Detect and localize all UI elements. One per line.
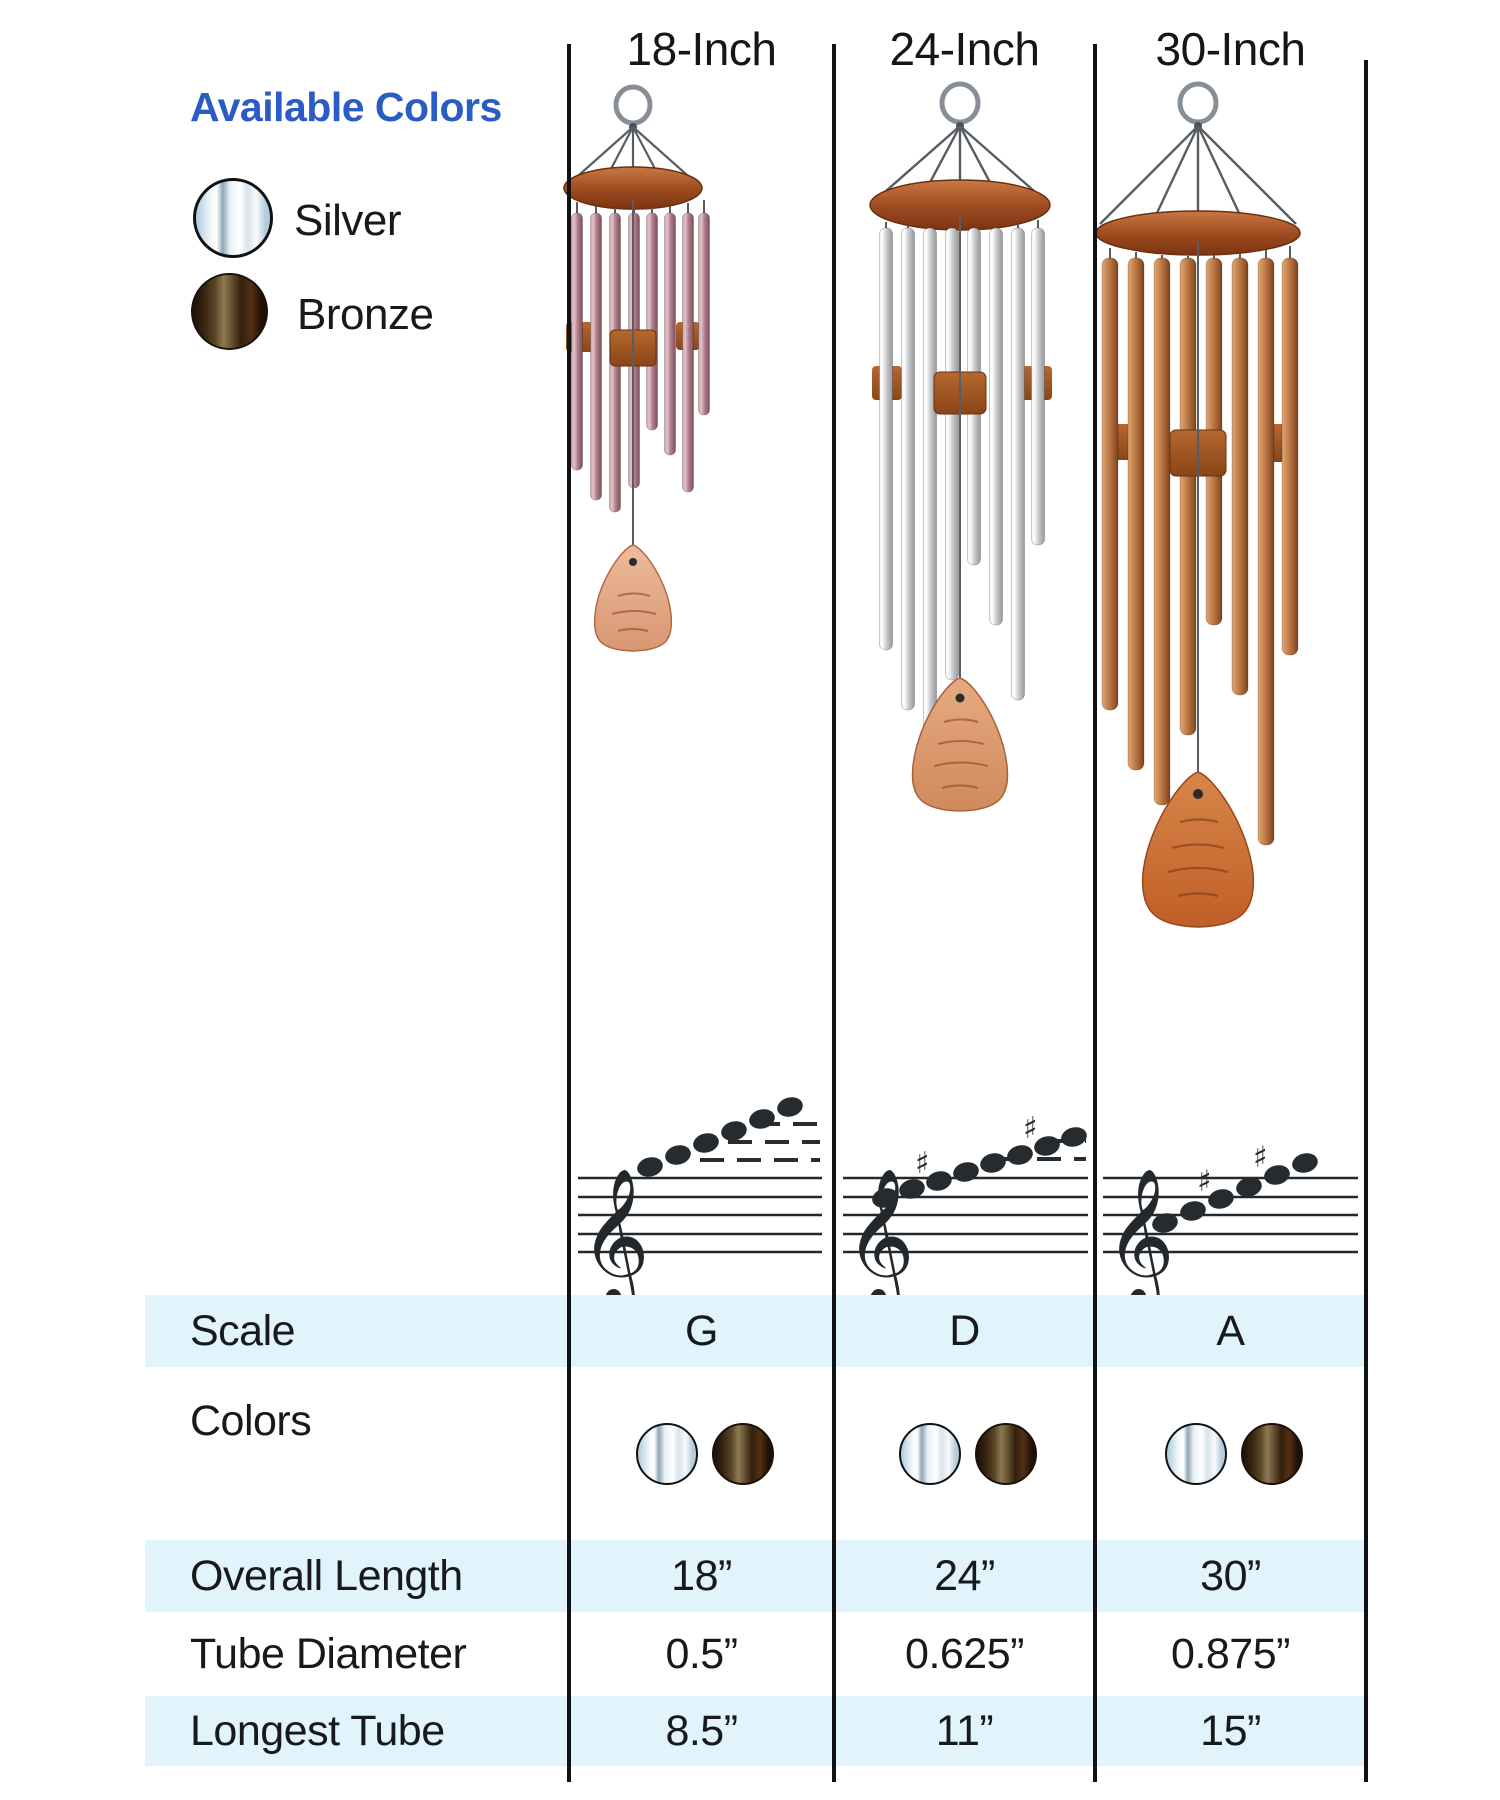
overall-length-30: 30” — [1200, 1552, 1261, 1600]
row-label-overall-length: Overall Length — [190, 1552, 463, 1600]
silver-swatch-icon — [899, 1423, 961, 1485]
silver-swatch-icon — [193, 178, 273, 258]
column-divider — [832, 44, 836, 1782]
wind-sail-30 — [1141, 771, 1255, 928]
longest-tube-18: 8.5” — [665, 1707, 738, 1755]
notes-g-scale — [637, 1097, 803, 1177]
legend-title: Available Colors — [190, 84, 502, 130]
column-divider — [1364, 60, 1368, 1782]
color-options-30 — [1165, 1423, 1303, 1485]
tube-diameter-18: 0.5” — [665, 1630, 738, 1678]
color-options-18 — [636, 1423, 774, 1485]
silver-swatch-icon — [1165, 1423, 1227, 1485]
silver-label: Silver — [294, 196, 402, 245]
row-scale: Scale G D A — [145, 1295, 1364, 1368]
overall-length-18: 18” — [671, 1552, 732, 1600]
silver-swatch-icon — [636, 1423, 698, 1485]
sharp-signs: ♯ ♯ — [1197, 1140, 1268, 1199]
row-longest-tube: Longest Tube 8.5” 11” 15” — [145, 1696, 1364, 1766]
color-options-24 — [899, 1423, 1037, 1485]
row-label-tube-diameter: Tube Diameter — [190, 1630, 467, 1678]
column-header-30: 30-Inch — [1155, 23, 1306, 75]
bronze-swatch-icon — [191, 273, 268, 350]
tube-diameter-30: 0.875” — [1171, 1630, 1290, 1678]
treble-clef-icon: 𝄞 — [845, 1166, 914, 1310]
row-label-colors: Colors — [190, 1397, 312, 1445]
wind-sail-18 — [593, 544, 673, 652]
overall-length-24: 24” — [934, 1552, 995, 1600]
treble-clef-icon: 𝄞 — [580, 1166, 649, 1310]
bronze-swatch-icon — [975, 1423, 1037, 1485]
music-staff-24: 𝄞 ♯ ♯ — [843, 1111, 1088, 1310]
column-header-24: 24-Inch — [889, 23, 1040, 75]
wind-sail-24 — [911, 677, 1009, 812]
column-header-18: 18-Inch — [626, 23, 777, 75]
row-tube-diameter: Tube Diameter 0.5” 0.625” 0.875” — [145, 1612, 1364, 1696]
column-divider — [1093, 44, 1097, 1782]
column-divider — [567, 44, 571, 1782]
music-staff-18: 𝄞 — [578, 1097, 822, 1310]
longest-tube-24: 11” — [935, 1707, 994, 1755]
row-overall-length: Overall Length 18” 24” 30” — [145, 1540, 1364, 1612]
svg-text:♯: ♯ — [1197, 1164, 1211, 1199]
scale-value-24: D — [949, 1307, 980, 1355]
bronze-swatch-icon — [1241, 1423, 1303, 1485]
notes-a-scale — [1152, 1153, 1318, 1233]
svg-text:♯: ♯ — [915, 1146, 929, 1181]
scale-value-30: A — [1216, 1307, 1245, 1355]
bronze-label: Bronze — [297, 290, 434, 339]
row-label-longest-tube: Longest Tube — [190, 1707, 445, 1755]
windchime-18-photo — [563, 84, 710, 652]
bronze-swatch-icon — [712, 1423, 774, 1485]
scale-value-18: G — [685, 1307, 718, 1355]
treble-clef-icon: 𝄞 — [1105, 1166, 1174, 1310]
windchime-30-photo — [1095, 81, 1301, 928]
svg-text:♯: ♯ — [1023, 1111, 1037, 1146]
row-label-scale: Scale — [190, 1307, 296, 1355]
windchime-24-photo — [869, 81, 1052, 812]
longest-tube-30: 15” — [1200, 1707, 1261, 1755]
svg-text:♯: ♯ — [1253, 1140, 1267, 1175]
notes-d-scale — [872, 1127, 1087, 1208]
sharp-signs: ♯ ♯ — [915, 1111, 1038, 1181]
music-staff-30: 𝄞 ♯ ♯ — [1103, 1140, 1358, 1310]
tube-diameter-24: 0.625” — [905, 1630, 1024, 1678]
row-colors: Colors — [145, 1367, 1364, 1538]
